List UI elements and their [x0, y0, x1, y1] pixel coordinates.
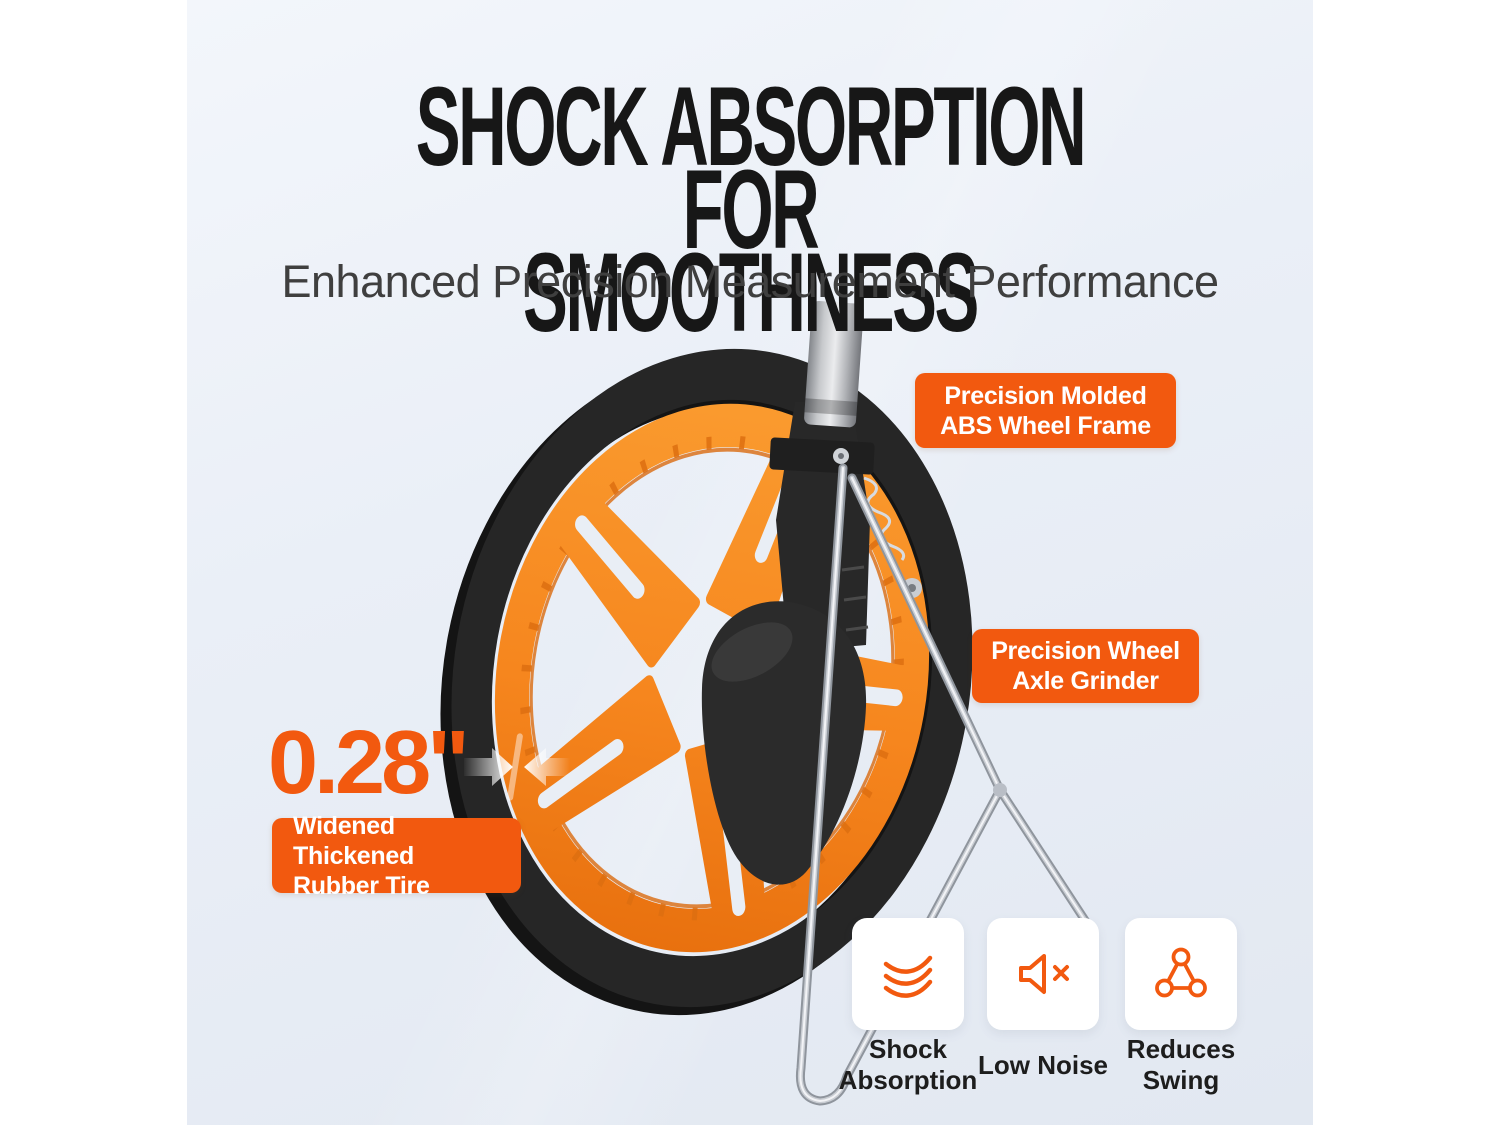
page-subtitle: Enhanced Precision Measurement Performan… — [281, 256, 1220, 307]
feature-label-shock-absorption: Shock Absorption — [838, 1034, 978, 1095]
feature-label-reduces-swing: Reduces Swing — [1126, 1034, 1236, 1095]
page-title: SHOCK ABSORPTION FOR SMOOTHNESS — [415, 64, 1087, 355]
kickstand — [795, 463, 1095, 1106]
fork-ridges — [841, 565, 869, 632]
arrow-right-icon — [464, 748, 513, 786]
hub-sheen — [711, 622, 793, 682]
clamp-screw-center — [838, 453, 844, 459]
feature-label-low-noise: Low Noise — [977, 1049, 1108, 1080]
muted-speaker-icon — [1019, 954, 1069, 994]
triangle-nodes-icon — [1155, 947, 1207, 998]
tire-width-value: 0.28" — [268, 713, 470, 813]
callout-axle-grinder: Precision Wheel Axle Grinder — [972, 629, 1199, 703]
feature-card-reduces-swing — [1125, 918, 1237, 1030]
rubber-tire — [451, 348, 973, 1008]
kickstand-joint — [993, 783, 1007, 797]
clamp-bracket — [769, 437, 875, 475]
arrow-left-icon — [524, 748, 570, 786]
handle-pole — [804, 300, 864, 428]
feature-card-shock-absorption — [852, 918, 964, 1030]
feature-card-low-noise — [987, 918, 1099, 1030]
callout-rubber-tire: Widened Thickened Rubber Tire — [272, 812, 521, 900]
callout-abs-wheel-frame: Precision Molded ABS Wheel Frame — [915, 373, 1176, 448]
shock-waves-icon — [883, 955, 933, 998]
spring-coil — [863, 476, 906, 561]
tread-edge-highlight — [507, 733, 523, 801]
